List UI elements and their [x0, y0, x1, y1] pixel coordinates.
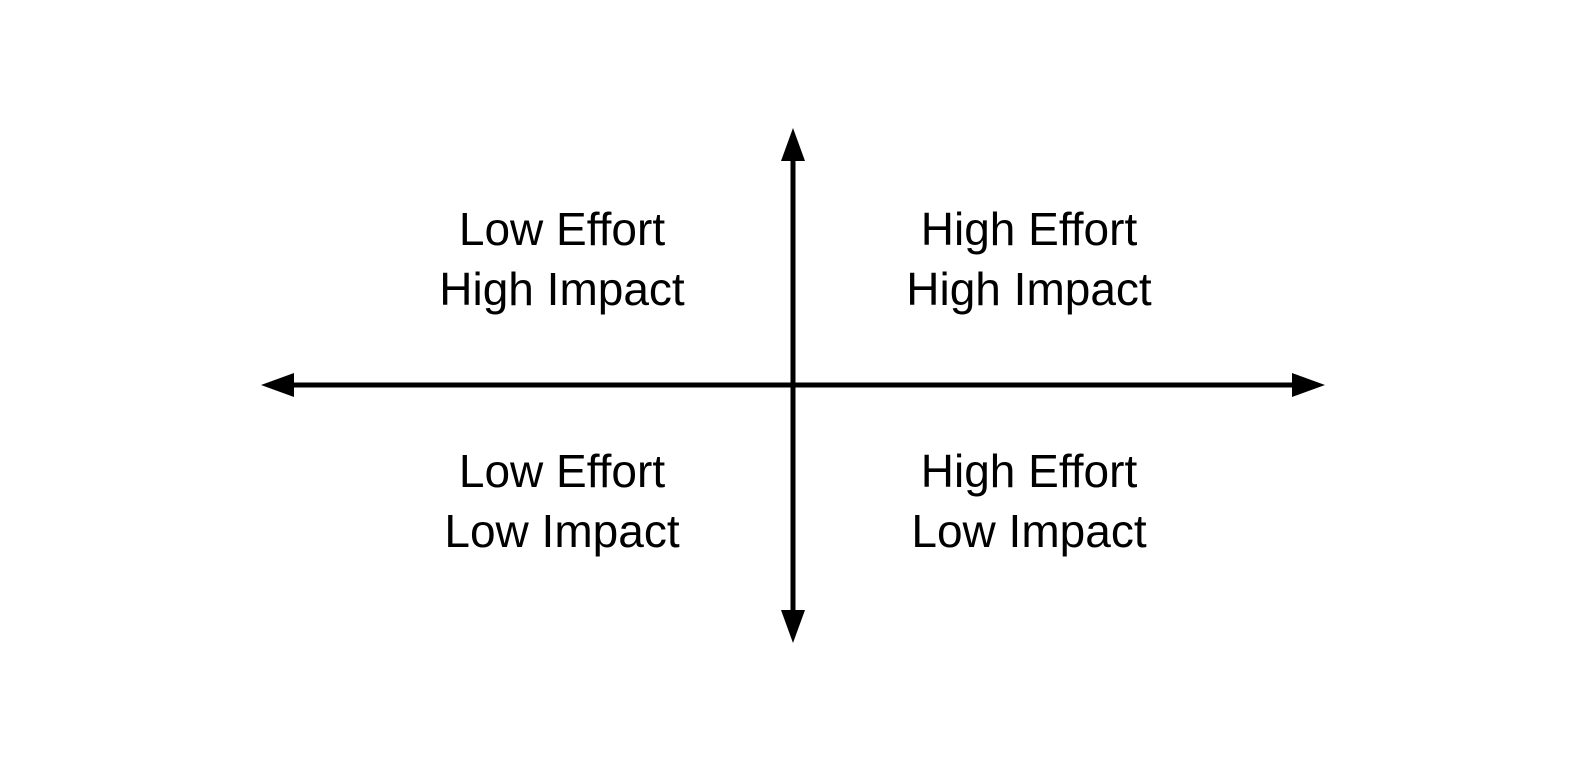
right-arrowhead-icon	[1292, 373, 1325, 397]
up-arrowhead-icon	[781, 128, 805, 161]
quadrant-top-right-line1: High Effort	[920, 203, 1138, 255]
quadrant-bottom-left-line1: Low Effort	[458, 445, 666, 497]
quadrant-bottom-left-label: Low Effort Low Impact	[412, 441, 712, 561]
quadrant-top-left-line1: Low Effort	[458, 203, 666, 255]
quadrant-top-left-line2: High Impact	[439, 263, 685, 315]
quadrant-top-left-label: Low Effort High Impact	[412, 199, 712, 319]
quadrant-bottom-right-line2: Low Impact	[911, 505, 1147, 557]
quadrant-bottom-left-line2: Low Impact	[444, 505, 680, 557]
quadrant-bottom-right-label: High Effort Low Impact	[879, 441, 1179, 561]
down-arrowhead-icon	[781, 610, 805, 643]
quadrant-top-right-line2: High Impact	[906, 263, 1152, 315]
left-arrowhead-icon	[261, 373, 294, 397]
quadrant-bottom-right-line1: High Effort	[920, 445, 1138, 497]
quadrant-top-right-label: High Effort High Impact	[879, 199, 1179, 319]
